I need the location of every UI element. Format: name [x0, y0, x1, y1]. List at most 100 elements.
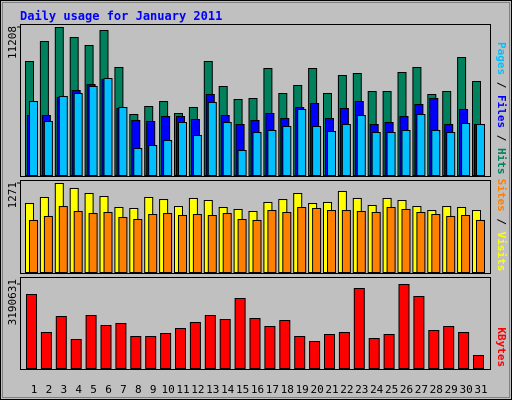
bar	[148, 144, 158, 176]
bar	[43, 121, 53, 177]
x-tick-label: 9	[150, 383, 157, 396]
bar	[386, 207, 396, 273]
x-tick-label: 19	[296, 383, 309, 396]
bar	[461, 215, 471, 274]
bar	[341, 210, 351, 274]
legend: Sites / Visits	[495, 179, 508, 272]
bar	[43, 215, 53, 273]
bar	[297, 109, 307, 176]
x-tick-label: 14	[221, 383, 235, 396]
bar	[130, 335, 142, 369]
legend: Pages / Files / Hits	[495, 42, 508, 175]
bar	[356, 114, 366, 176]
bar	[55, 315, 67, 369]
bar	[413, 296, 425, 369]
bar	[282, 125, 292, 176]
bar	[458, 332, 470, 369]
legend-entry: Sites	[495, 179, 508, 212]
bar	[312, 125, 322, 176]
bar	[204, 314, 216, 369]
bar	[100, 324, 112, 369]
bar	[431, 129, 441, 177]
bar	[473, 354, 484, 370]
x-tick-label: 20	[310, 383, 323, 396]
bar	[294, 335, 306, 369]
y-tick-label: 3190631	[6, 279, 19, 325]
bar	[234, 297, 246, 370]
bar	[103, 77, 113, 176]
bar	[252, 219, 262, 273]
legend-separator: /	[495, 128, 508, 148]
x-tick-label: 16	[251, 383, 264, 396]
bar	[327, 210, 336, 274]
bar	[282, 211, 292, 274]
bar	[29, 219, 38, 273]
bar	[58, 95, 68, 176]
legend-entry: KBytes	[495, 327, 508, 367]
bar	[115, 322, 127, 369]
x-tick-label: 6	[105, 383, 112, 396]
x-tick-label: 4	[75, 383, 82, 396]
bar	[222, 121, 232, 177]
bar	[163, 139, 173, 176]
y-tick-label: 11208	[6, 26, 19, 59]
bar	[163, 213, 173, 274]
bar	[192, 135, 202, 177]
bar	[476, 219, 485, 273]
y-tick-label: 1271	[6, 182, 19, 209]
x-tick-label: 10	[161, 383, 174, 396]
x-tick-label: 15	[236, 383, 249, 396]
x-tick-label: 25	[385, 383, 398, 396]
x-tick-label: 21	[325, 383, 338, 396]
bar	[386, 132, 396, 176]
legend-entry: Visits	[495, 232, 508, 272]
bar	[267, 129, 277, 177]
bar	[88, 85, 98, 176]
bar	[446, 132, 456, 176]
bar	[353, 287, 365, 370]
bar	[207, 215, 217, 274]
legend-separator: /	[495, 75, 508, 95]
bar	[118, 106, 128, 176]
bar	[73, 211, 83, 274]
bar	[416, 113, 426, 176]
x-tick-label: 23	[355, 383, 368, 396]
bar	[222, 213, 232, 274]
bar	[327, 131, 336, 177]
x-tick-label: 5	[90, 383, 97, 396]
bar	[264, 326, 276, 369]
x-tick-label: 31	[474, 383, 487, 396]
bar	[431, 214, 441, 274]
bar	[398, 284, 410, 369]
x-tick-label: 29	[445, 383, 458, 396]
bar	[401, 208, 411, 274]
bar	[237, 150, 247, 176]
bar	[29, 101, 38, 176]
bar	[461, 122, 471, 176]
bar	[85, 314, 97, 369]
legend-entry: Pages	[495, 42, 508, 75]
x-tick-label: 13	[206, 383, 219, 396]
bar	[267, 210, 277, 274]
bar	[312, 207, 322, 273]
bar	[279, 320, 291, 369]
bar	[324, 333, 335, 369]
x-tick-label: 1	[31, 383, 38, 396]
bar	[133, 218, 143, 273]
x-tick-label: 2	[46, 383, 53, 396]
bar	[207, 102, 217, 176]
bar	[401, 129, 411, 177]
x-tick-label: 30	[459, 383, 472, 396]
legend-entry: Files	[495, 95, 508, 128]
x-tick-label: 3	[60, 383, 67, 396]
bar	[73, 92, 83, 176]
bar	[58, 206, 68, 273]
bar	[356, 211, 366, 274]
x-tick-label: 17	[266, 383, 279, 396]
legend: KBytes	[495, 327, 508, 367]
legend-entry: Hits	[495, 148, 508, 175]
bar	[371, 211, 381, 274]
bar	[341, 124, 351, 176]
